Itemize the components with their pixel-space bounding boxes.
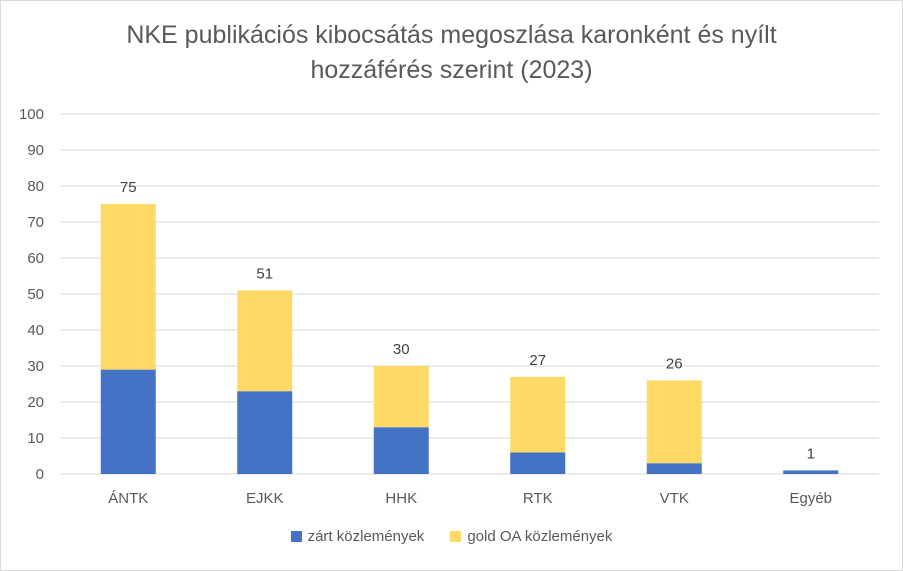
bar-gold-oa [646, 380, 702, 464]
gridlines [60, 113, 879, 475]
y-tick-label: 80 [27, 178, 44, 195]
bar-series [100, 204, 839, 474]
total-data-label: 26 [666, 355, 683, 372]
y-tick-label: 30 [27, 358, 44, 375]
total-data-label: 1 [807, 445, 815, 462]
y-tick-label: 50 [27, 286, 44, 303]
chart-title-line-1: NKE publikációs kibocsátás megoszlása ka… [126, 21, 777, 49]
y-tick-label: 0 [36, 466, 44, 483]
y-tick-label: 90 [27, 142, 44, 159]
bar-closed [510, 452, 566, 474]
legend-swatch-closed [290, 531, 302, 542]
bar-closed [237, 391, 293, 474]
total-data-label: 51 [256, 265, 273, 282]
x-tick-label: ÁNTK [108, 490, 148, 507]
legend-label-closed: zárt közlemények [307, 528, 425, 545]
legend-item-closed: zárt közlemények [290, 528, 425, 545]
bar-gold-oa [237, 290, 293, 392]
bar-closed [646, 463, 702, 474]
bar-closed [783, 470, 839, 474]
y-tick-label: 40 [27, 322, 44, 339]
data-labels: 75 51 30 27 26 1 [120, 179, 815, 462]
x-tick-label: RTK [523, 490, 553, 507]
bar-gold-oa [100, 204, 156, 370]
legend-item-gold-oa: gold OA közlemények [450, 528, 612, 545]
y-tick-label: 10 [27, 430, 44, 447]
x-tick-label: HHK [385, 490, 417, 507]
chart-title-line-2: hozzáférés szerint (2023) [310, 56, 593, 84]
legend-label-gold-oa: gold OA közlemények [467, 528, 613, 545]
total-data-label: 30 [393, 341, 410, 358]
legend: zárt közlemények gold OA közlemények [0, 528, 903, 545]
bar-gold-oa [373, 366, 429, 428]
bar-closed [373, 427, 429, 474]
x-tick-label: EJKK [246, 490, 284, 507]
y-tick-label: 70 [27, 214, 44, 231]
chart-title: NKE publikációs kibocsátás megoszlása ka… [0, 18, 903, 88]
total-data-label: 27 [529, 352, 546, 369]
y-tick-label: 60 [27, 250, 44, 267]
y-tick-label: 20 [27, 394, 44, 411]
x-tick-label: Egyéb [789, 490, 832, 507]
bar-closed [100, 369, 156, 474]
legend-swatch-gold-oa [450, 531, 462, 542]
x-axis-tick-labels: ÁNTK EJKK HHK RTK VTK Egyéb [108, 490, 832, 507]
y-tick-label: 100 [19, 106, 44, 123]
bar-gold-oa [510, 376, 566, 453]
y-axis-tick-labels: 0 10 20 30 40 50 60 70 80 90 100 [19, 106, 44, 483]
x-tick-label: VTK [660, 490, 689, 507]
total-data-label: 75 [120, 179, 137, 196]
